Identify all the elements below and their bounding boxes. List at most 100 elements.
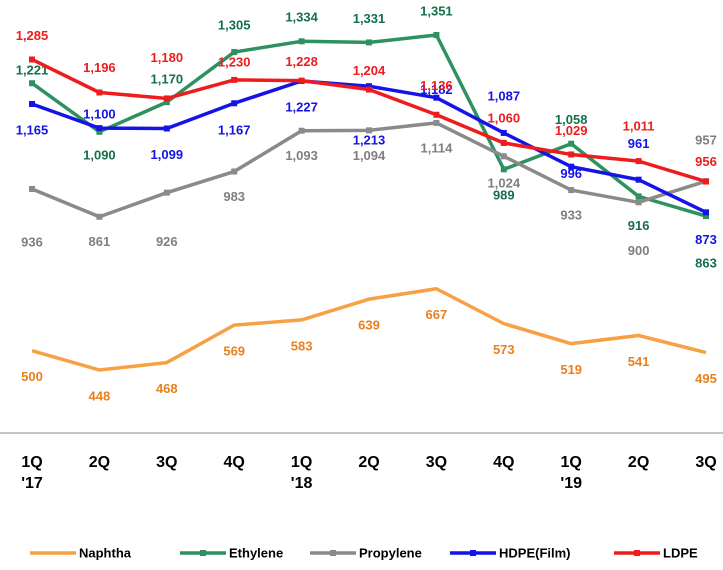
marker [366,86,372,93]
data-label: 863 [695,255,717,270]
data-label: 1,024 [488,176,521,191]
marker [433,119,440,126]
data-label: 916 [628,218,650,233]
x-tick-label: 3Q [426,454,447,471]
data-label: 1,099 [151,147,184,162]
data-label: 1,058 [555,112,588,127]
legend-label: Ethylene [229,545,283,560]
data-label: 1,114 [420,140,453,155]
x-tick-label: 3Q [156,454,177,471]
data-label: 933 [560,208,582,223]
marker [231,100,238,107]
data-label: 468 [156,381,178,396]
marker [29,185,35,192]
data-label: 983 [223,189,245,204]
marker [500,129,507,136]
marker [568,163,575,170]
marker [96,213,103,220]
marker [96,128,103,135]
data-label: 639 [358,318,380,333]
data-label: 1,285 [16,28,49,43]
legend-label: Propylene [359,545,422,560]
data-label: 500 [21,369,43,384]
x-tick-label: 2Q [358,454,379,471]
marker [29,80,35,87]
data-label: 936 [21,234,43,249]
data-label: 1,182 [420,82,453,97]
x-tick-label: 4Q [493,454,514,471]
data-label: 957 [695,133,717,148]
marker [231,76,238,83]
data-label: 1,136 [420,78,453,93]
legend-marker [330,550,336,556]
data-label: 1,087 [488,88,521,103]
marker [366,39,372,46]
data-label: 1,228 [285,54,318,69]
marker [163,95,170,102]
marker [366,127,372,134]
data-label: 1,351 [420,3,453,18]
data-label: 961 [628,136,650,151]
data-label: 519 [560,362,582,377]
marker [366,83,372,90]
legend-label: LDPE [663,545,698,560]
legend-item: HDPE(Film) [450,545,571,560]
x-tick-label: 1Q '19 [560,454,582,492]
marker [635,176,642,183]
data-label: 573 [493,342,515,357]
data-label: 1,196 [83,60,116,75]
data-label: 873 [695,232,717,247]
data-label: 900 [628,243,650,258]
marker [433,94,440,101]
marker [163,99,170,106]
data-label: 1,305 [218,18,251,33]
marker [231,49,238,56]
legend-item: Ethylene [180,545,283,560]
marker [635,193,642,200]
data-label: 1,213 [353,133,386,148]
marker [96,89,103,96]
legend-marker [200,550,206,556]
data-label: 996 [560,166,582,181]
data-label: 541 [628,354,650,369]
data-label: 1,090 [83,147,116,162]
data-label: 1,011 [623,119,655,134]
marker [568,140,575,147]
marker [163,189,170,196]
marker [163,125,170,132]
marker [433,32,440,38]
marker [635,158,642,165]
marker [96,125,103,132]
legend-label: HDPE(Film) [499,545,571,560]
marker [500,139,507,146]
x-tick-label: 4Q [224,454,245,471]
x-tick-label: 2Q [628,454,649,471]
data-label: 1,060 [488,110,521,125]
data-label: 1,204 [353,63,386,78]
data-label: 861 [89,234,111,249]
x-tick-label: 1Q '18 [291,454,313,492]
data-label: 667 [426,307,448,322]
data-label: 1,230 [218,54,251,69]
data-label: 583 [291,338,313,353]
data-label: 956 [695,154,717,169]
data-label: 1,094 [353,148,386,163]
data-label: 926 [156,234,178,249]
marker [29,56,35,63]
marker [29,101,35,108]
series-line [31,287,707,372]
data-label: 1,029 [555,123,588,138]
marker [568,187,575,194]
data-label: 1,093 [285,148,318,163]
data-label: 448 [89,388,111,403]
marker [500,166,507,173]
x-tick-label: 2Q [89,454,110,471]
marker [298,77,305,84]
legend-marker [634,550,640,556]
marker [298,38,305,45]
marker [568,151,575,158]
x-tick-label: 1Q '17 [21,454,43,492]
data-label: 1,165 [16,122,49,137]
legend-item: LDPE [614,545,698,560]
data-label: 1,170 [151,72,184,87]
